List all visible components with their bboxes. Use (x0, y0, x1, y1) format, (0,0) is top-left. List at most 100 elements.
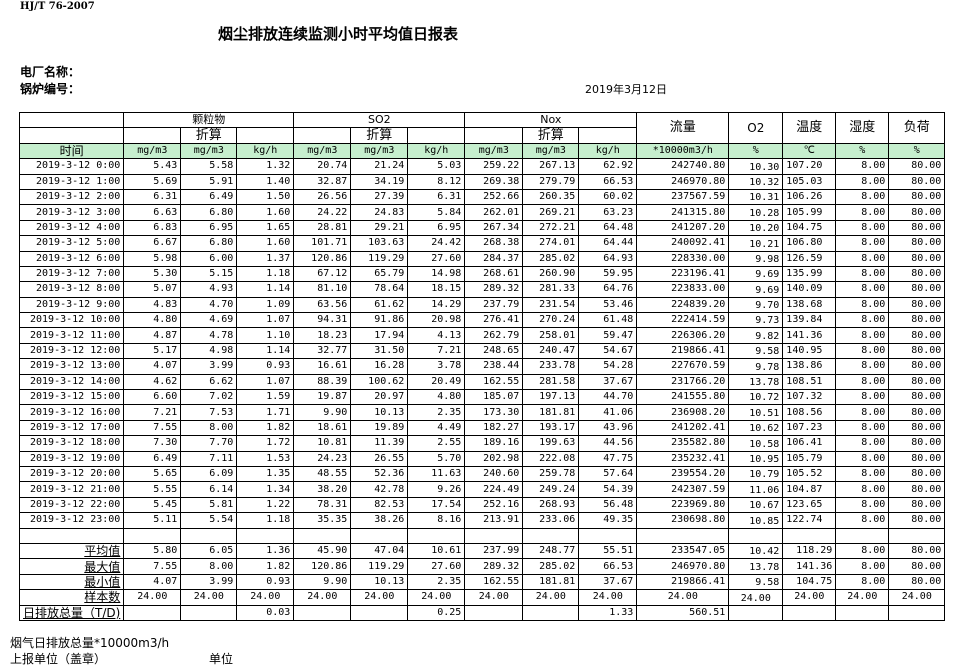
value-cell: 4.69 (180, 312, 238, 329)
value-cell: 10.20 (728, 219, 784, 237)
value-cell: 6.95 (407, 219, 466, 237)
value-cell: 4.80 (123, 312, 182, 329)
value-cell: 9.73 (728, 312, 784, 329)
value-cell: 6.09 (180, 465, 238, 483)
value-cell: 1.59 (236, 389, 295, 406)
value-cell: 281.33 (522, 281, 580, 298)
unit-cell: mg/m3 (522, 142, 580, 160)
value-cell: 5.54 (180, 512, 238, 529)
table-row: 2019-3-12 17:00 7.55 8.00 1.82 18.61 19.89 4.4… (18, 419, 946, 437)
value-cell: 8.00 (835, 512, 890, 529)
value-cell: 289.32 (464, 281, 524, 298)
value-cell: 222.08 (522, 450, 580, 467)
boiler-number-label: 锅炉编号： (20, 82, 81, 96)
value-cell: 118.29 (782, 542, 837, 560)
value-cell: 1.40 (236, 173, 295, 190)
value-cell: 80.00 (888, 573, 946, 591)
time-cell: 2019-3-12 16:00 (18, 404, 125, 421)
value-cell: 10.30 (728, 158, 784, 175)
value-cell: 4.83 (123, 296, 182, 314)
value-cell: 8.00 (835, 173, 890, 190)
value-cell: 226306.20 (636, 327, 730, 344)
value-cell: 4.87 (123, 327, 182, 344)
value-cell: 10.61 (407, 542, 466, 560)
unit-cell: kg/h (578, 142, 638, 160)
time-cell: 2019-3-12 6:00 (18, 250, 125, 267)
value-cell: 64.76 (578, 281, 638, 298)
value-cell: 1.07 (236, 373, 295, 391)
value-cell: 224.49 (464, 481, 524, 498)
value-cell: 240.60 (464, 465, 524, 483)
value-cell: 80.00 (888, 450, 946, 467)
value-cell: 8.00 (835, 158, 890, 175)
time-cell: 2019-3-12 7:00 (18, 265, 125, 283)
value-cell: 24.00 (835, 589, 890, 606)
value-cell: 6.95 (180, 219, 238, 237)
value-cell: 1.82 (236, 419, 295, 437)
time-cell: 2019-3-12 13:00 (18, 358, 125, 375)
value-cell: 18.23 (293, 327, 352, 344)
value-cell: 202.98 (464, 450, 524, 467)
value-cell: 10.32 (728, 173, 784, 190)
value-cell: 14.98 (407, 265, 466, 283)
value-cell: 24.00 (636, 589, 730, 606)
value-cell: 8.00 (835, 296, 890, 314)
value-cell: 24.00 (578, 589, 638, 606)
particulate-header: 颗粒物 (123, 111, 295, 129)
value-cell: 101.71 (293, 235, 352, 252)
value-cell: 27.60 (407, 558, 466, 575)
value-cell: 6.31 (123, 188, 182, 206)
value-cell (180, 604, 238, 621)
value-cell: 62.92 (578, 158, 638, 175)
load-header: 负荷 (888, 112, 946, 144)
blank-cell (123, 127, 182, 144)
value-cell: 0.25 (407, 604, 466, 621)
blank-cell (236, 527, 295, 544)
value-cell: 78.64 (350, 281, 409, 298)
value-cell: 88.39 (293, 373, 352, 391)
value-cell: 20.97 (350, 389, 409, 406)
value-cell: 80.00 (888, 481, 946, 498)
value-cell (728, 604, 784, 621)
value-cell: 9.58 (728, 573, 784, 591)
value-cell: 233.06 (522, 512, 580, 529)
value-cell: 139.84 (782, 312, 837, 329)
value-cell: 8.00 (835, 542, 890, 560)
empty-row (18, 527, 946, 544)
value-cell: 80.00 (888, 465, 946, 483)
value-cell: 64.44 (578, 235, 638, 252)
value-cell: 10.13 (350, 404, 409, 421)
value-cell: 9.69 (728, 281, 784, 298)
value-cell: 224839.20 (636, 296, 730, 314)
value-cell: 1.35 (236, 465, 295, 483)
value-cell: 80.00 (888, 404, 946, 421)
value-cell: 42.78 (350, 481, 409, 498)
value-cell: 6.80 (180, 235, 238, 252)
value-cell: 8.00 (835, 435, 890, 452)
value-cell: 140.95 (782, 342, 837, 360)
value-cell: 7.55 (123, 419, 182, 437)
value-cell: 252.16 (464, 496, 524, 514)
summary-label: 平均值 (18, 542, 125, 560)
report-table: 颗粒物 SO2 Nox 流量 O2 温度 湿度 负荷 折算 折算 折算 时间 m… (18, 111, 946, 621)
value-cell (782, 604, 837, 621)
value-cell: 59.47 (578, 327, 638, 344)
value-cell: 13.78 (728, 558, 784, 575)
value-cell: 8.00 (835, 358, 890, 375)
value-cell: 138.86 (782, 358, 837, 375)
value-cell: 249.24 (522, 481, 580, 498)
summary-label: 日排放总量（T/D) (18, 604, 125, 621)
value-cell: 233547.05 (636, 542, 730, 560)
value-cell: 5.30 (123, 265, 182, 283)
value-cell: 65.79 (350, 265, 409, 283)
value-cell: 4.70 (180, 296, 238, 314)
value-cell (835, 604, 890, 621)
value-cell: 80.00 (888, 312, 946, 329)
value-cell: 104.75 (782, 573, 837, 591)
value-cell: 3.78 (407, 358, 466, 375)
summary-label: 样本数 (18, 589, 125, 606)
value-cell: 5.07 (123, 281, 182, 298)
time-cell: 2019-3-12 2:00 (18, 188, 125, 206)
value-cell: 231766.20 (636, 373, 730, 391)
value-cell: 241202.41 (636, 419, 730, 437)
